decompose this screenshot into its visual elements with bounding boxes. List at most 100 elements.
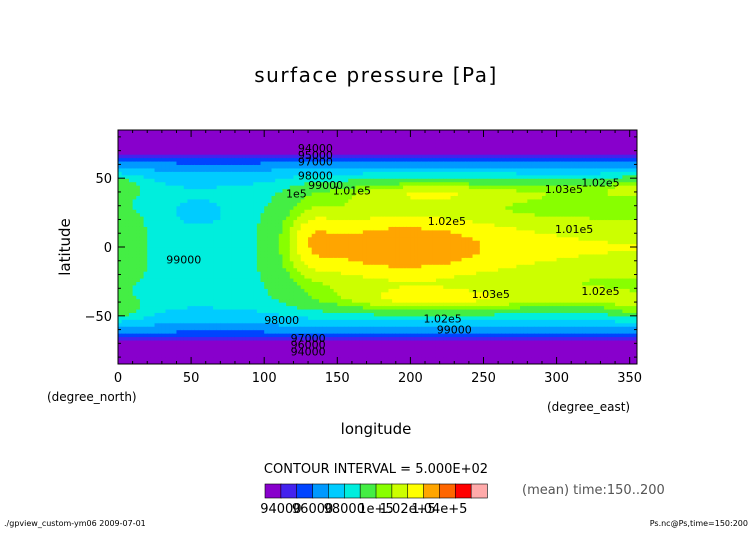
field-cell	[172, 209, 178, 214]
field-cell	[260, 171, 265, 176]
field-cell	[187, 226, 192, 231]
field-cell	[289, 326, 295, 331]
field-cell	[154, 253, 159, 258]
field-cell	[275, 236, 280, 241]
field-cell	[180, 284, 185, 289]
field-cell	[340, 350, 346, 355]
field-cell	[373, 319, 379, 324]
field-cell	[249, 130, 254, 135]
field-cell	[176, 257, 181, 262]
field-cell	[220, 281, 225, 286]
field-cell	[377, 284, 382, 289]
field-cell	[205, 136, 210, 141]
field-cell	[260, 284, 265, 289]
field-cell	[282, 229, 287, 234]
field-cell	[333, 188, 338, 193]
field-cell	[256, 174, 262, 179]
field-cell	[209, 140, 214, 145]
field-cell	[373, 339, 379, 344]
field-cell	[158, 143, 163, 148]
field-cell	[344, 271, 349, 276]
field-cell	[118, 198, 123, 203]
field-cell	[289, 147, 295, 152]
field-cell	[245, 360, 251, 364]
field-cell	[132, 216, 137, 221]
field-cell	[326, 312, 331, 317]
field-cell	[373, 205, 379, 210]
field-cell	[238, 291, 243, 296]
field-cell	[366, 240, 371, 245]
field-cell	[209, 133, 214, 138]
field-cell	[370, 219, 375, 224]
field-cell	[128, 164, 134, 169]
field-cell	[242, 250, 247, 255]
field-cell	[344, 198, 349, 203]
field-cell	[242, 343, 247, 348]
field-cell	[351, 188, 357, 193]
field-cell	[161, 277, 167, 283]
field-cell	[183, 284, 189, 289]
field-cell	[315, 185, 320, 190]
field-cell	[300, 209, 305, 214]
field-cell	[344, 167, 349, 172]
field-cell	[249, 291, 254, 296]
field-cell	[202, 212, 207, 217]
field-cell	[172, 319, 178, 324]
field-cell	[213, 260, 218, 265]
field-cell	[165, 298, 170, 303]
field-cell	[329, 312, 335, 317]
field-cell	[128, 271, 134, 276]
field-cell	[337, 264, 342, 269]
field-cell	[118, 291, 123, 296]
field-cell	[161, 291, 167, 296]
field-cell	[169, 274, 174, 279]
field-cell	[286, 233, 291, 238]
field-cell	[147, 150, 152, 155]
field-cell	[121, 216, 126, 221]
field-cell	[333, 329, 338, 334]
field-cell	[348, 226, 353, 231]
field-cell	[260, 308, 265, 313]
field-cell	[223, 267, 229, 272]
field-cell	[373, 336, 379, 341]
field-cell	[370, 346, 375, 351]
field-cell	[158, 267, 163, 272]
field-cell	[267, 140, 273, 145]
field-cell	[333, 250, 338, 255]
field-cell	[158, 302, 163, 307]
field-cell	[118, 322, 123, 327]
field-cell	[326, 288, 331, 293]
field-cell	[366, 164, 371, 169]
field-cell	[359, 315, 364, 320]
field-cell	[293, 140, 298, 145]
field-cell	[209, 298, 214, 303]
field-cell	[205, 312, 210, 317]
field-cell	[329, 298, 335, 303]
field-cell	[289, 233, 295, 238]
field-cell	[373, 233, 379, 238]
field-cell	[351, 343, 357, 348]
field-cell	[150, 174, 156, 179]
field-cell	[370, 216, 375, 221]
field-cell	[381, 260, 386, 265]
field-cell	[275, 154, 280, 159]
field-cell	[139, 295, 145, 300]
field-cell	[322, 302, 327, 307]
field-cell	[293, 343, 298, 348]
field-cell	[234, 333, 240, 338]
field-cell	[202, 284, 207, 289]
field-cell	[180, 281, 185, 286]
field-cell	[293, 357, 298, 362]
field-cell	[202, 288, 207, 293]
field-cell	[191, 302, 196, 307]
field-cell	[194, 136, 199, 141]
field-cell	[271, 150, 276, 155]
field-cell	[234, 167, 240, 172]
field-cell	[286, 353, 291, 358]
field-cell	[300, 243, 305, 248]
field-cell	[373, 312, 379, 317]
field-cell	[128, 267, 134, 272]
field-cell	[340, 136, 346, 141]
field-cell	[183, 198, 189, 203]
field-cell	[172, 350, 178, 355]
